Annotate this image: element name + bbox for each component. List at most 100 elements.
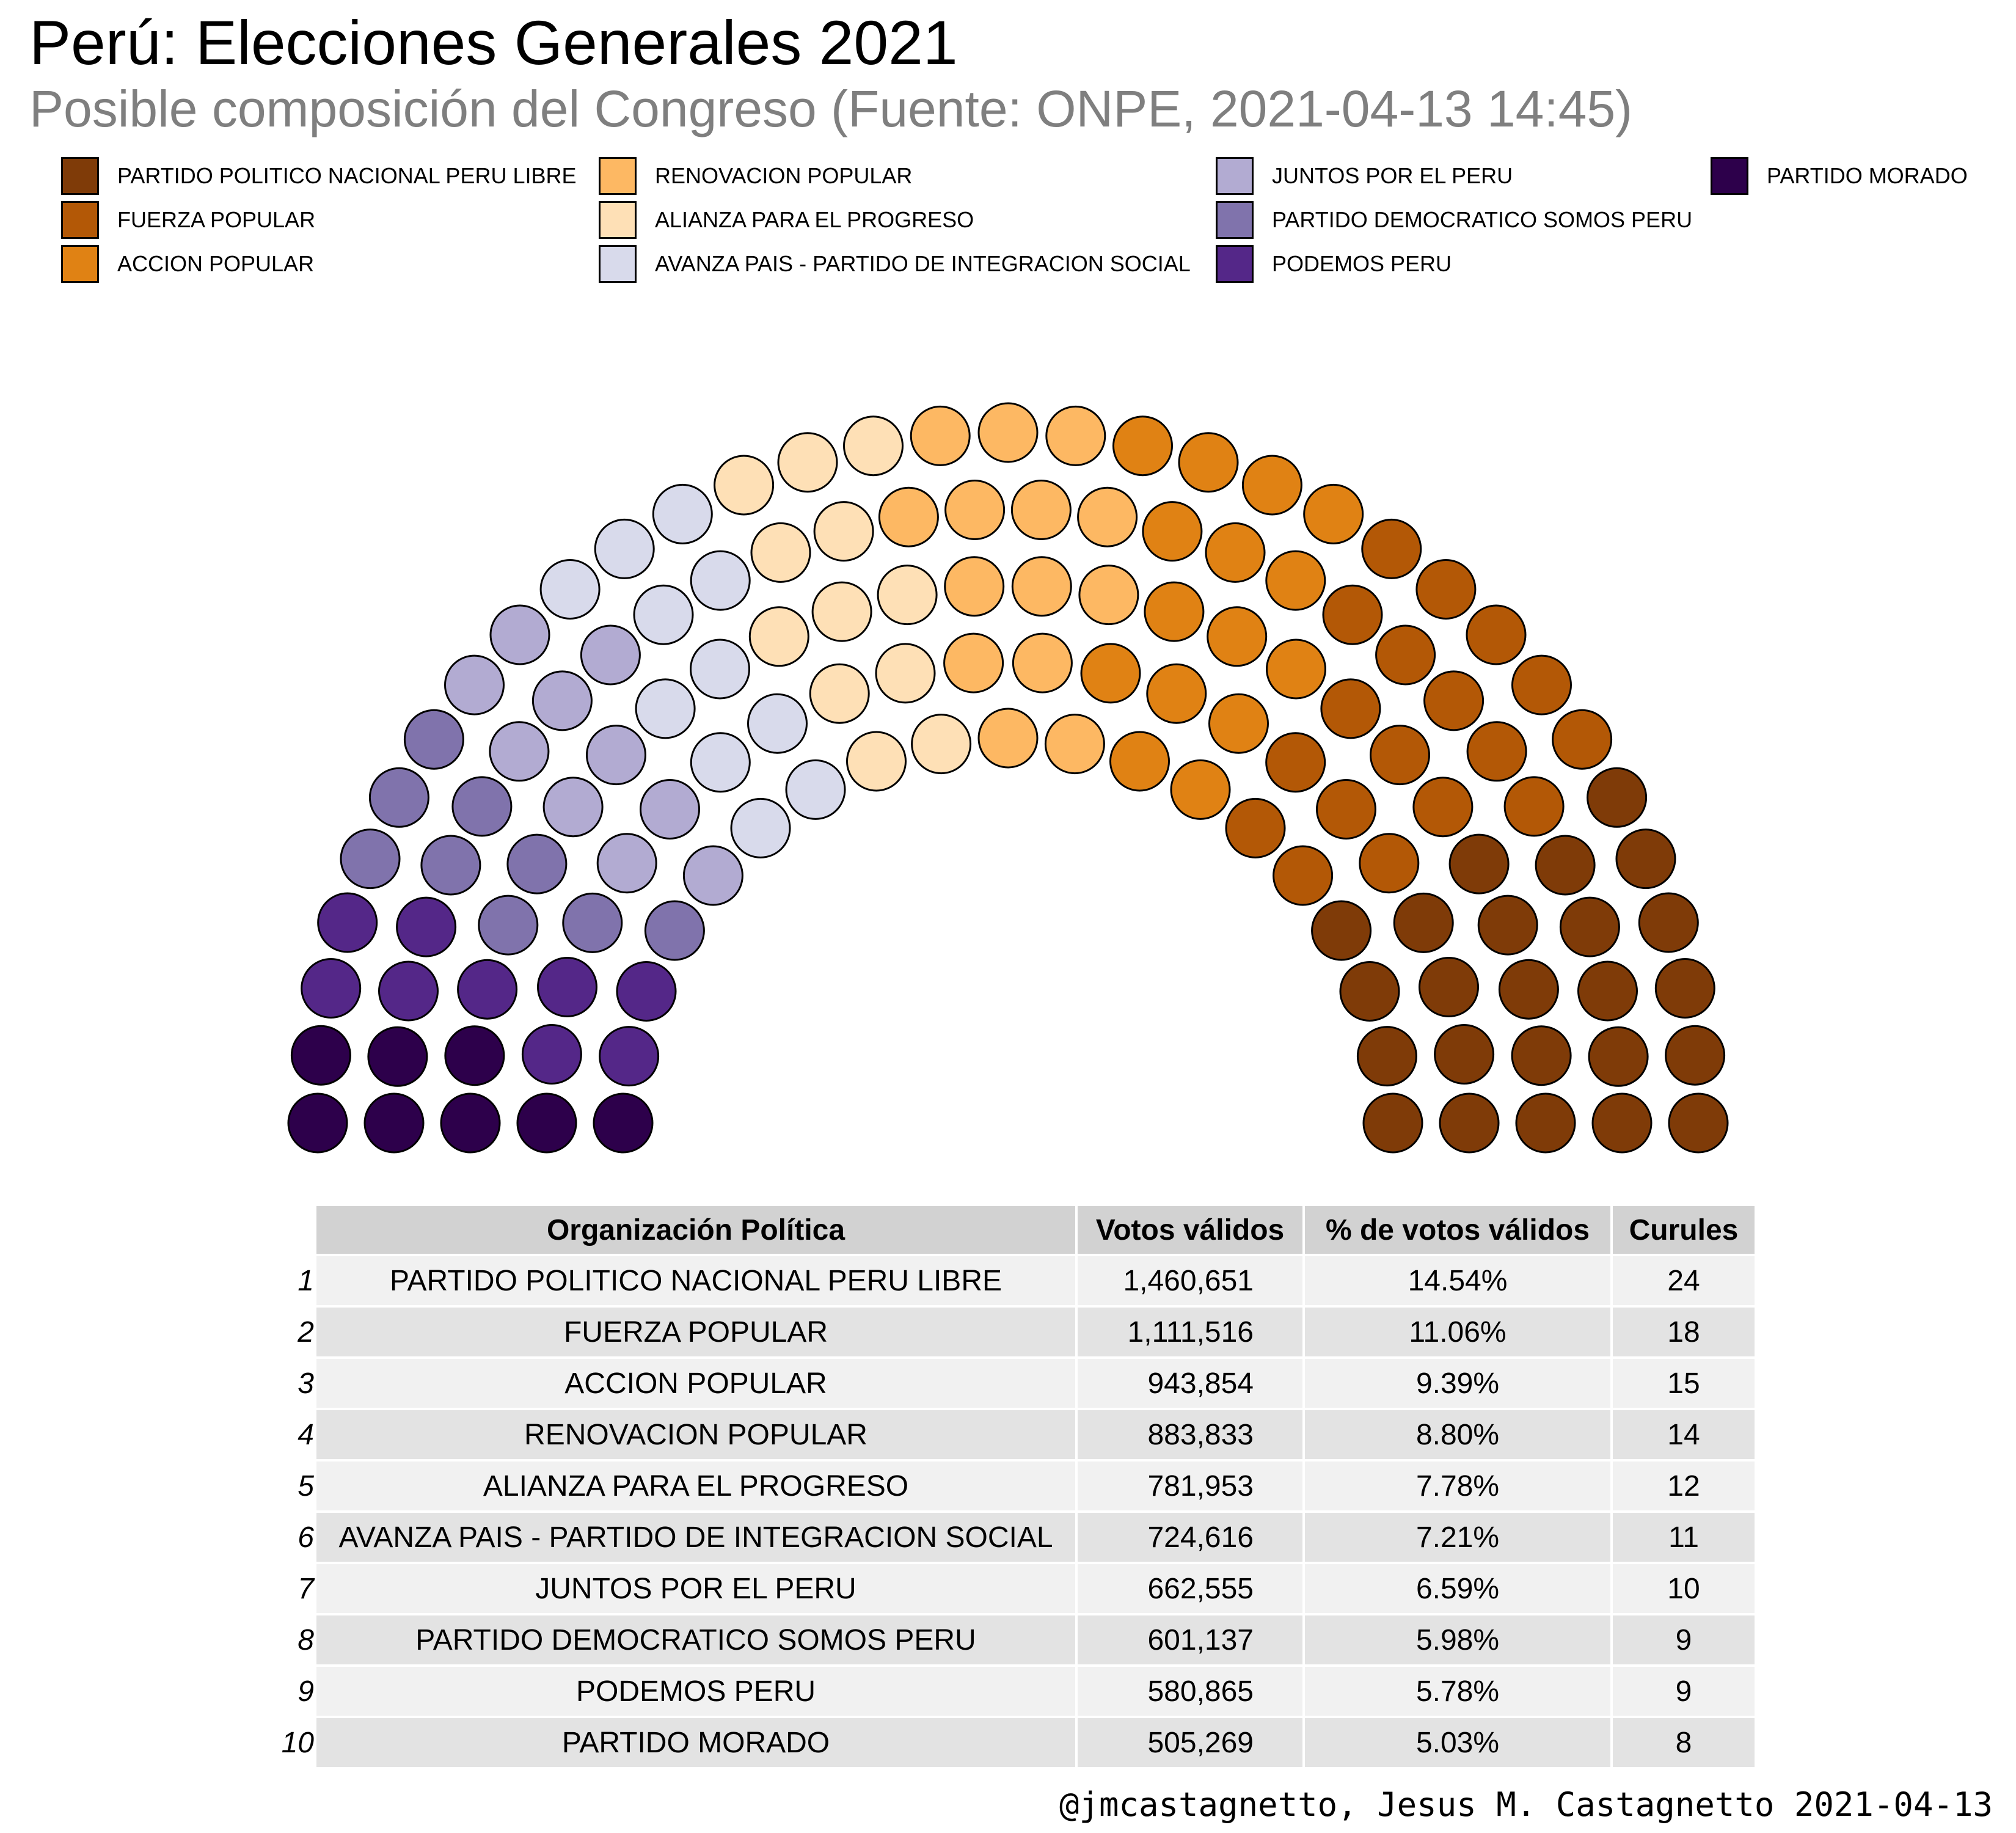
seat	[1638, 892, 1699, 953]
seats-cell: 9	[1613, 1615, 1755, 1664]
legend-item: ACCION POPULAR	[61, 244, 314, 284]
seat	[506, 833, 568, 895]
seat	[599, 1026, 660, 1087]
seat	[378, 960, 439, 1022]
seat	[1316, 779, 1376, 840]
legend-swatch	[1216, 245, 1254, 283]
seat	[1577, 960, 1638, 1022]
seat	[1339, 961, 1400, 1022]
seat	[363, 1092, 425, 1154]
seat	[616, 961, 677, 1022]
seat	[690, 550, 751, 611]
table-row: 4 RENOVACION POPULAR 883,833 8.80% 14	[259, 1410, 1755, 1459]
seat	[562, 892, 623, 953]
legend-item: JUNTOS POR EL PERU	[1216, 156, 1513, 196]
legend-swatch	[61, 201, 99, 239]
seat	[977, 402, 1039, 463]
legend-item: PARTIDO POLITICO NACIONAL PERU LIBRE	[61, 156, 577, 196]
legend-swatch	[1216, 157, 1254, 195]
chart-subtitle: Posible composición del Congreso (Fuente…	[29, 80, 1633, 137]
table-row: 6 AVANZA PAIS - PARTIDO DE INTEGRACION SO…	[259, 1513, 1755, 1562]
seat	[586, 725, 646, 786]
seat	[1665, 1025, 1726, 1086]
seat	[1205, 522, 1266, 583]
legend: PARTIDO POLITICO NACIONAL PERU LIBRE FUER…	[0, 0, 2016, 318]
seat	[1668, 1092, 1729, 1154]
seats-cell: 24	[1613, 1256, 1755, 1305]
seat	[593, 1092, 654, 1154]
row-index: 2	[298, 1315, 314, 1348]
table-row: 7 JUNTOS POR EL PERU 662,555 6.59% 10	[259, 1564, 1755, 1613]
legend-label: PARTIDO POLITICO NACIONAL PERU LIBRE	[117, 163, 577, 188]
seat	[440, 1092, 501, 1154]
seats-cell: 18	[1613, 1308, 1755, 1356]
seat	[1615, 829, 1676, 890]
row-index: 1	[298, 1264, 314, 1297]
table-row: 10 PARTIDO MORADO 505,269 5.03% 8	[259, 1718, 1755, 1767]
legend-item: RENOVACION POPULAR	[599, 156, 912, 196]
seat	[633, 584, 694, 645]
legend-label: PARTIDO DEMOCRATICO SOMOS PERU	[1272, 207, 1693, 232]
seat	[396, 896, 457, 957]
seat	[1044, 714, 1105, 775]
seats-cell: 9	[1613, 1667, 1755, 1716]
seats-cell: 14	[1613, 1410, 1755, 1459]
header-votos: Votos válidos	[1078, 1206, 1302, 1254]
row-index: 3	[298, 1367, 314, 1400]
seat	[714, 455, 775, 516]
party-cell: RENOVACION POPULAR	[316, 1410, 1075, 1459]
seat	[317, 892, 378, 953]
seat	[489, 604, 550, 665]
party-cell: JUNTOS POR EL PERU	[316, 1564, 1075, 1613]
seat	[1423, 670, 1485, 731]
row-index: 7	[298, 1572, 314, 1605]
party-cell: ALIANZA PARA EL PROGRESO	[316, 1462, 1075, 1510]
seat	[420, 835, 481, 896]
seat	[1654, 958, 1715, 1019]
seat	[1393, 892, 1454, 953]
seat	[1503, 776, 1565, 837]
percent-cell: 9.39%	[1305, 1359, 1610, 1408]
seat	[1588, 1026, 1649, 1087]
parliament-hemicycle	[287, 402, 1729, 1154]
legend-item: PODEMOS PERU	[1216, 244, 1452, 284]
legend-item: ALIANZA PARA EL PROGRESO	[599, 200, 974, 240]
seat	[1415, 559, 1477, 620]
seat	[1241, 455, 1302, 516]
legend-label: PODEMOS PERU	[1272, 251, 1452, 276]
seat	[1370, 725, 1430, 786]
seat	[1559, 896, 1620, 957]
seat	[478, 895, 539, 956]
seat	[1511, 654, 1572, 715]
percent-cell: 7.78%	[1305, 1462, 1610, 1510]
row-index: 10	[281, 1726, 314, 1759]
chart-title: Perú: Elecciones Generales 2021	[29, 8, 958, 78]
votes-cell: 505,269	[1078, 1718, 1302, 1767]
seat	[457, 959, 518, 1020]
seat	[690, 638, 750, 700]
votes-cell: 943,854	[1078, 1359, 1302, 1408]
seat	[1080, 643, 1141, 704]
seat	[843, 415, 904, 477]
votes-cell: 724,616	[1078, 1513, 1302, 1562]
seat	[290, 1025, 351, 1086]
seat	[1225, 797, 1286, 858]
party-cell: PARTIDO POLITICO NACIONAL PERU LIBRE	[316, 1256, 1075, 1305]
seat	[542, 777, 604, 838]
seat	[444, 654, 505, 715]
seat	[1511, 1025, 1572, 1086]
header-porcentaje: % de votos válidos	[1305, 1206, 1610, 1254]
legend-item: FUERZA POPULAR	[61, 200, 315, 240]
legend-swatch	[1216, 201, 1254, 239]
legend-label: ALIANZA PARA EL PROGRESO	[655, 207, 974, 232]
seat	[1012, 632, 1073, 693]
seat	[748, 606, 809, 667]
row-index: 9	[298, 1675, 314, 1708]
votes-cell: 1,460,651	[1078, 1256, 1302, 1305]
seat	[652, 483, 713, 544]
seat	[1266, 638, 1326, 700]
row-index: 4	[298, 1418, 314, 1451]
seat	[785, 759, 846, 820]
seat	[944, 556, 1005, 617]
seat	[1208, 693, 1269, 754]
